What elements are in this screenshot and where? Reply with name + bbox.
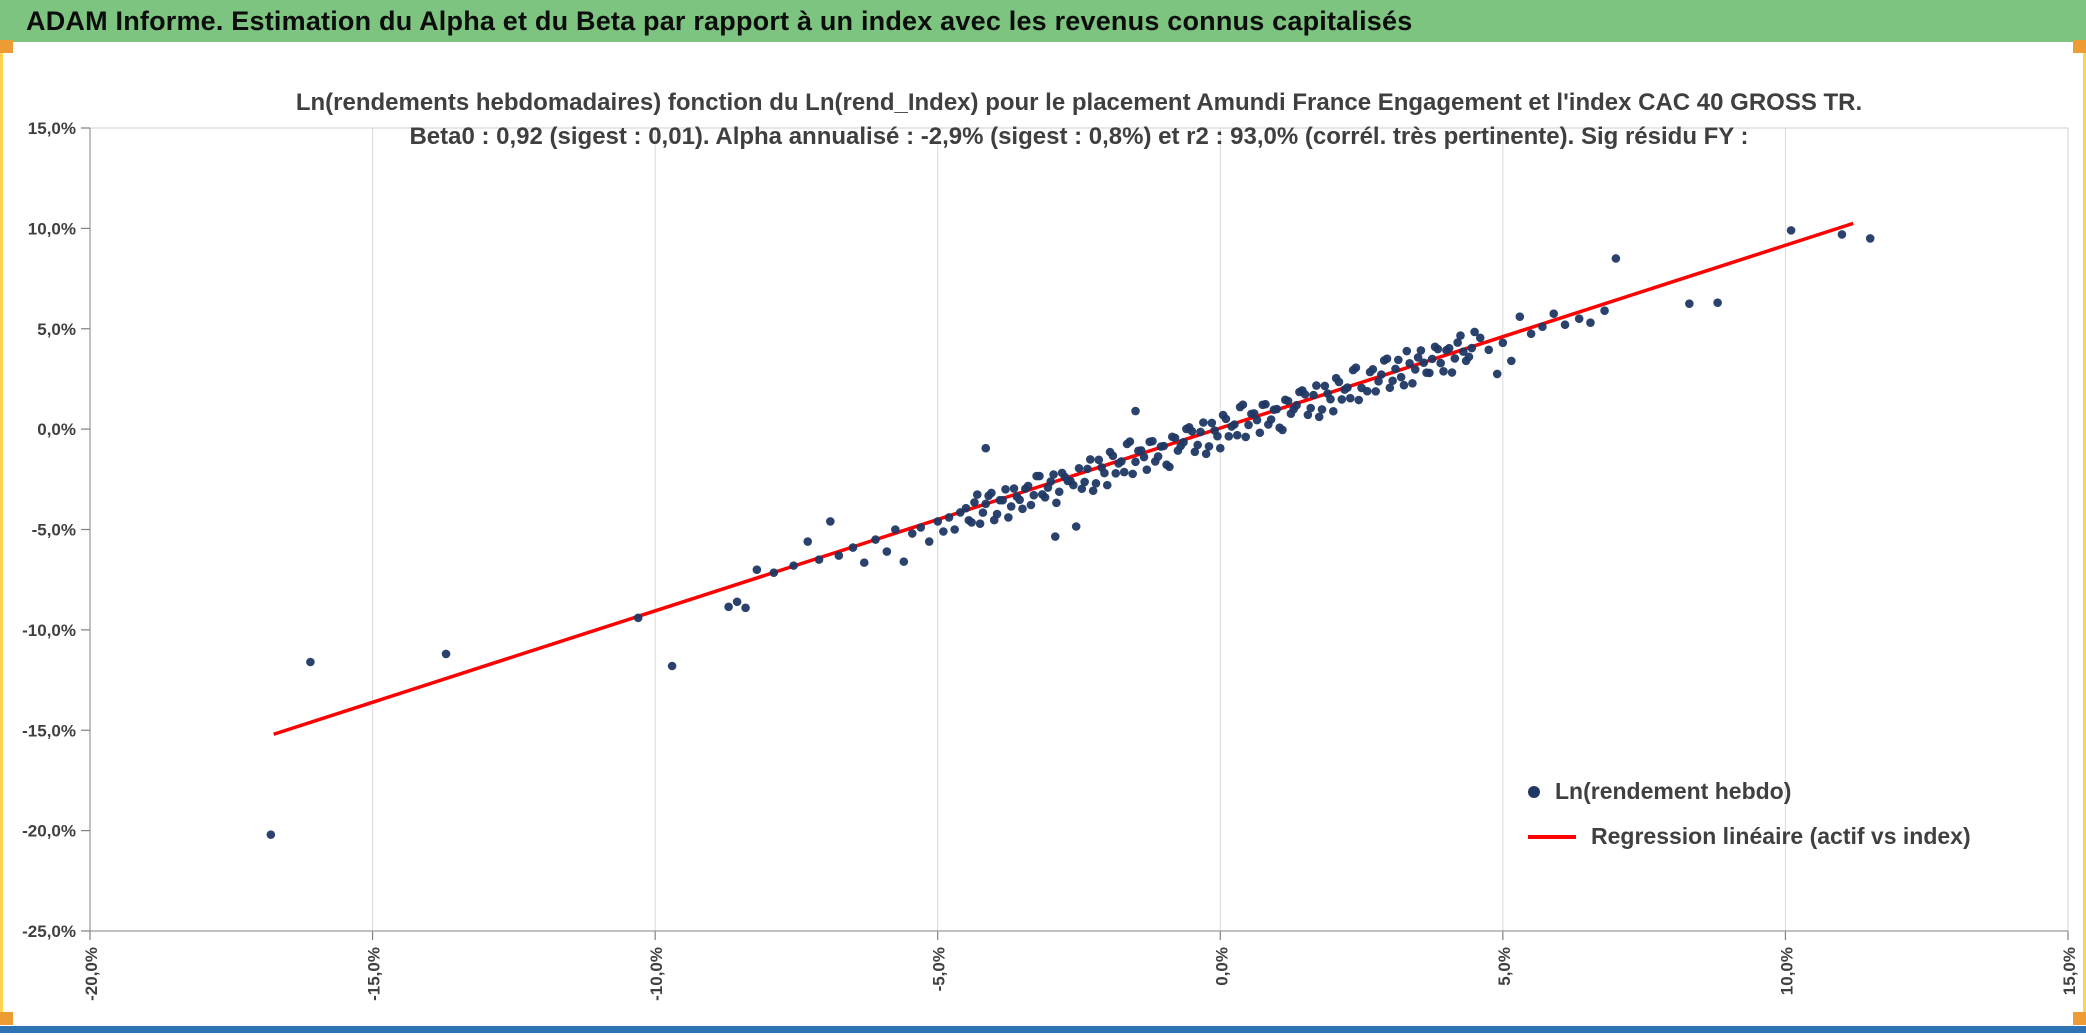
svg-text:-20,0%: -20,0% bbox=[82, 947, 101, 1001]
svg-text:-5,0%: -5,0% bbox=[32, 521, 76, 540]
svg-text:15,0%: 15,0% bbox=[2060, 947, 2079, 995]
selection-border-left bbox=[0, 42, 3, 1020]
svg-text:10,0%: 10,0% bbox=[1777, 947, 1796, 995]
selection-handle-bottom-right[interactable] bbox=[2073, 1012, 2086, 1025]
svg-text:5,0%: 5,0% bbox=[1495, 947, 1514, 986]
legend-label-scatter: Ln(rendement hebdo) bbox=[1555, 778, 1792, 804]
svg-text:-5,0%: -5,0% bbox=[930, 947, 949, 991]
svg-text:15,0%: 15,0% bbox=[28, 119, 76, 138]
svg-text:10,0%: 10,0% bbox=[28, 219, 76, 238]
scatter-marker-icon bbox=[1528, 785, 1540, 798]
legend-label-regression: Regression linéaire (actif vs index) bbox=[1591, 823, 1971, 849]
selection-handle-bottom-left[interactable] bbox=[0, 1012, 13, 1025]
svg-text:-20,0%: -20,0% bbox=[22, 822, 76, 841]
legend-item-regression[interactable]: Regression linéaire (actif vs index) bbox=[1528, 823, 1971, 850]
chart-title: Ln(rendements hebdomadaires) fonction du… bbox=[90, 86, 2068, 154]
bottom-scrollbar[interactable] bbox=[0, 1026, 2086, 1033]
chart-title-line1: Ln(rendements hebdomadaires) fonction du… bbox=[295, 89, 1863, 116]
chart-title-line2: Beta0 : 0,92 (sigest : 0,01). Alpha annu… bbox=[409, 123, 1749, 150]
svg-text:-10,0%: -10,0% bbox=[647, 947, 666, 1001]
svg-text:0,0%: 0,0% bbox=[37, 420, 76, 439]
svg-text:-15,0%: -15,0% bbox=[365, 947, 384, 1001]
app-header: ADAM Informe. Estimation du Alpha et du … bbox=[0, 0, 2086, 42]
svg-text:5,0%: 5,0% bbox=[37, 320, 76, 339]
svg-text:-15,0%: -15,0% bbox=[22, 721, 76, 740]
legend-item-scatter[interactable]: Ln(rendement hebdo) bbox=[1528, 778, 1971, 805]
svg-text:0,0%: 0,0% bbox=[1212, 947, 1231, 986]
svg-text:-10,0%: -10,0% bbox=[22, 621, 76, 640]
selection-handle-top-right[interactable] bbox=[2073, 40, 2086, 53]
selection-handle-top-left[interactable] bbox=[0, 40, 13, 53]
selection-border-right bbox=[2083, 42, 2086, 1020]
header-title: ADAM Informe. Estimation du Alpha et du … bbox=[26, 5, 1413, 36]
svg-text:-25,0%: -25,0% bbox=[22, 922, 76, 941]
regression-line-icon bbox=[1528, 834, 1576, 839]
chart-legend: Ln(rendement hebdo) Regression linéaire … bbox=[1528, 778, 1971, 850]
